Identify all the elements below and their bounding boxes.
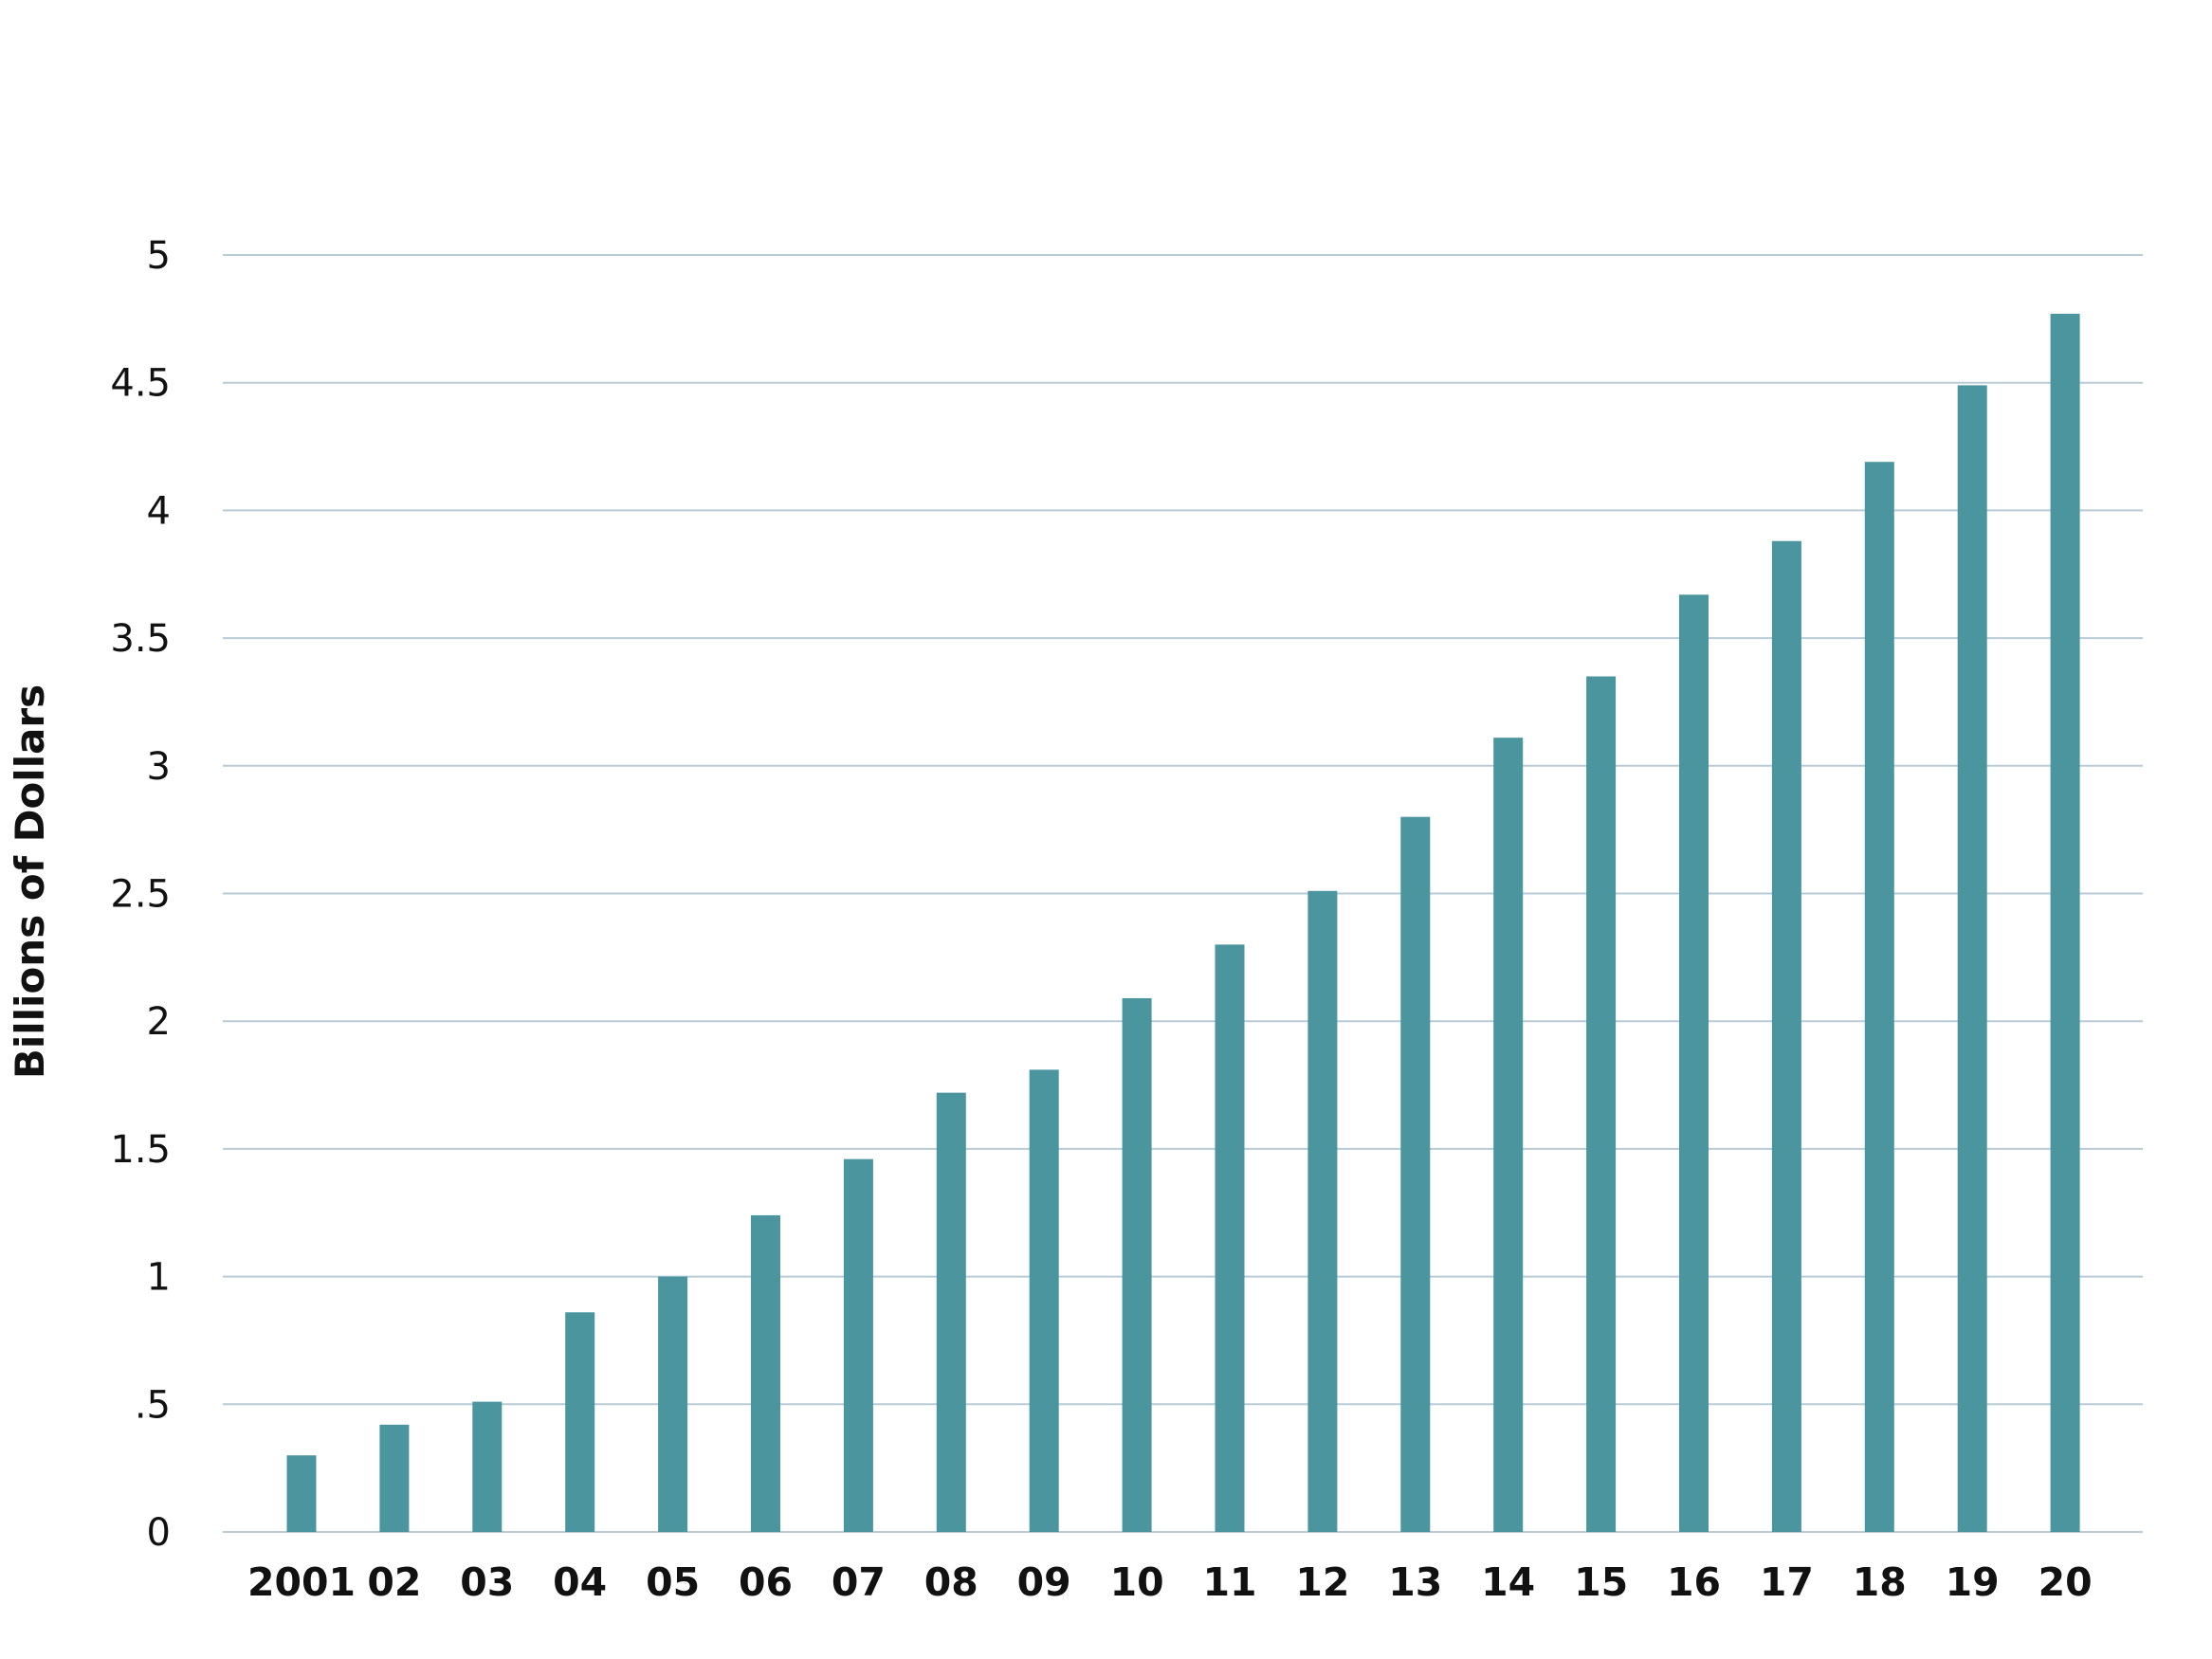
bar-04 — [565, 1312, 595, 1532]
x-tick-label: 08 — [924, 1559, 978, 1605]
x-tick-label: 14 — [1481, 1559, 1535, 1605]
bar-03 — [472, 1401, 503, 1532]
x-tick-label: 19 — [1946, 1559, 2000, 1605]
x-tick-label: 2001 — [247, 1559, 356, 1605]
y-tick-label: 2.5 — [110, 873, 171, 917]
y-axis-title: Billions of Dollars — [7, 684, 53, 1079]
x-tick-label: 15 — [1574, 1559, 1628, 1605]
y-tick-label: 4 — [147, 489, 171, 533]
bar-02 — [379, 1424, 410, 1532]
y-tick-label: 3 — [147, 745, 171, 789]
y-tick-label: 5 — [147, 234, 171, 278]
bar-16 — [1679, 594, 1709, 1532]
x-tick-label: 17 — [1760, 1559, 1814, 1605]
x-tick-label: 03 — [460, 1559, 514, 1605]
y-tick-label: 0 — [147, 1511, 171, 1555]
x-tick-label: 16 — [1667, 1559, 1721, 1605]
x-tick-label: 13 — [1388, 1559, 1442, 1605]
x-tick-label: 20 — [2038, 1559, 2093, 1605]
bar-08 — [936, 1092, 966, 1532]
bar-17 — [1771, 540, 1801, 1532]
y-tick-label: .5 — [135, 1383, 171, 1427]
x-tick-label: 12 — [1295, 1559, 1349, 1605]
bar-05 — [658, 1276, 688, 1532]
y-tick-label: 3.5 — [110, 617, 171, 661]
x-axis-ticks: 2001 02 03 04 05 06 07 08 09 10 11 12 13 14 15 16 17 18 19… — [247, 1559, 2093, 1605]
y-tick-label: 2 — [147, 1000, 171, 1044]
bar-12 — [1307, 890, 1338, 1532]
x-tick-label: 09 — [1017, 1559, 1071, 1605]
gridlines — [223, 254, 2143, 1533]
bar-09 — [1029, 1069, 1059, 1532]
x-tick-label: 07 — [832, 1559, 886, 1605]
x-tick-label: 04 — [553, 1559, 607, 1605]
bars — [286, 313, 2080, 1532]
bar-14 — [1493, 738, 1524, 1532]
x-tick-label: 11 — [1202, 1559, 1256, 1605]
bar-06 — [751, 1214, 780, 1532]
x-tick-label: 18 — [1853, 1559, 1907, 1605]
x-tick-label: 05 — [646, 1559, 700, 1605]
bar-13 — [1400, 816, 1431, 1532]
y-tick-label: 1.5 — [110, 1128, 171, 1172]
bar-18 — [1864, 462, 1894, 1532]
bar-11 — [1215, 944, 1245, 1532]
bar-19 — [1957, 385, 1987, 1532]
bar-10 — [1122, 997, 1152, 1532]
x-tick-label: 06 — [739, 1559, 793, 1605]
x-tick-label: 02 — [367, 1559, 421, 1605]
y-tick-label: 4.5 — [110, 362, 171, 406]
y-axis-ticks: 0 .5 1 1.5 2 2.5 3 3.5 4 4.5 5 — [110, 234, 171, 1555]
bar-20 — [2050, 313, 2080, 1532]
bar-15 — [1586, 676, 1617, 1532]
bar-2001 — [286, 1455, 317, 1532]
bar-07 — [843, 1158, 873, 1532]
y-tick-label: 1 — [147, 1256, 171, 1300]
x-tick-label: 10 — [1110, 1559, 1164, 1605]
